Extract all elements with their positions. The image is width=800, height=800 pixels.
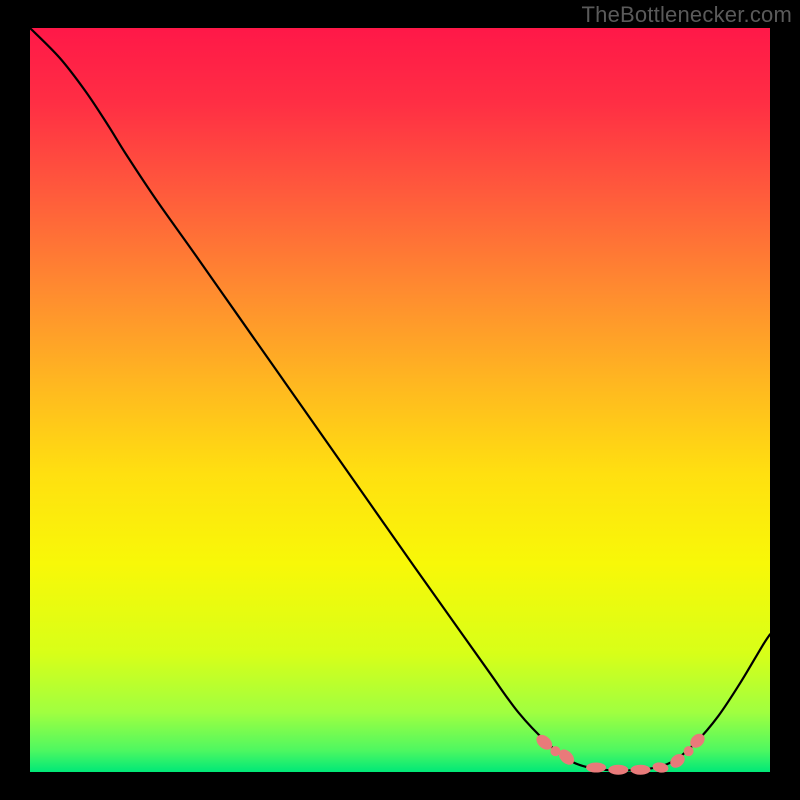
chart-gradient-background bbox=[30, 28, 770, 772]
curve-marker bbox=[608, 765, 628, 775]
bottleneck-chart bbox=[0, 0, 800, 800]
watermark-text: TheBottlenecker.com bbox=[582, 2, 792, 28]
curve-marker bbox=[586, 763, 606, 773]
curve-marker bbox=[631, 765, 651, 775]
curve-marker bbox=[684, 746, 694, 756]
chart-container: TheBottlenecker.com bbox=[0, 0, 800, 800]
